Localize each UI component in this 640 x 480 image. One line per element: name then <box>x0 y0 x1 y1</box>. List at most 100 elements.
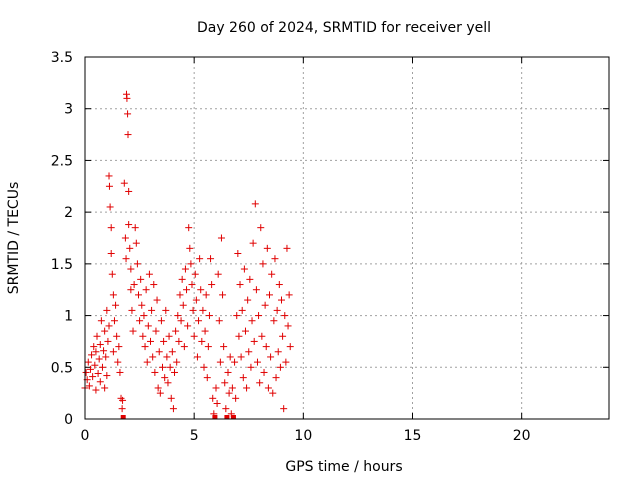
data-point <box>215 317 223 325</box>
data-point <box>130 281 138 289</box>
data-point <box>188 281 196 289</box>
data-point <box>259 260 267 268</box>
data-point <box>230 415 236 419</box>
data-point <box>149 353 157 361</box>
data-point <box>105 182 113 190</box>
data-point <box>271 255 279 263</box>
data-point <box>180 343 188 351</box>
data-point <box>168 348 176 356</box>
data-point <box>200 363 208 371</box>
data-point <box>108 270 116 278</box>
data-point <box>186 244 194 252</box>
data-point <box>107 250 115 258</box>
data-point <box>236 281 244 289</box>
data-point <box>140 312 148 320</box>
data-point <box>284 322 292 330</box>
data-point <box>92 348 100 356</box>
data-point <box>253 358 261 366</box>
data-point <box>234 250 242 258</box>
point-layer <box>81 90 294 419</box>
data-point <box>191 270 199 278</box>
data-point <box>109 348 117 356</box>
y-tick-label: 0 <box>64 412 73 428</box>
data-point <box>260 368 268 376</box>
data-point <box>82 368 90 376</box>
data-point <box>255 312 263 320</box>
data-point <box>273 306 281 314</box>
data-point <box>103 306 111 314</box>
data-point <box>240 265 248 273</box>
data-point <box>193 353 201 361</box>
data-point <box>256 379 264 387</box>
data-point <box>154 384 162 392</box>
data-point <box>159 363 167 371</box>
data-point <box>239 374 247 382</box>
data-point <box>147 337 154 345</box>
data-point <box>141 343 149 351</box>
data-point <box>95 355 103 363</box>
data-point <box>143 358 151 366</box>
data-point <box>90 343 98 351</box>
data-point <box>197 286 205 294</box>
data-point <box>119 396 127 404</box>
data-point <box>102 353 110 361</box>
data-point <box>122 255 130 263</box>
data-point <box>125 221 133 229</box>
data-point <box>84 358 92 366</box>
data-point <box>105 322 113 330</box>
data-point <box>220 343 228 351</box>
data-point <box>109 291 117 299</box>
data-point <box>174 312 182 320</box>
data-point <box>192 296 200 304</box>
data-point <box>165 332 173 340</box>
data-point <box>89 373 97 381</box>
data-point <box>184 322 192 330</box>
data-point <box>152 327 160 335</box>
data-point <box>228 384 236 392</box>
data-point <box>252 286 260 294</box>
data-point <box>262 343 270 351</box>
data-point <box>270 317 278 325</box>
data-point <box>167 394 175 402</box>
data-point <box>267 353 275 361</box>
data-point <box>264 384 272 392</box>
data-point <box>275 281 283 289</box>
x-tick-label: 10 <box>294 428 312 444</box>
data-point <box>203 374 211 382</box>
data-point <box>183 286 191 294</box>
data-point <box>113 332 121 340</box>
data-point <box>237 353 245 361</box>
data-point <box>222 405 230 413</box>
data-point <box>274 348 282 356</box>
data-point <box>123 94 131 102</box>
y-axis-label: SRMTID / TECUs <box>6 182 22 295</box>
data-point <box>214 270 222 278</box>
data-point <box>103 372 111 380</box>
data-point <box>281 312 289 320</box>
data-point <box>162 306 170 314</box>
data-point <box>88 351 96 359</box>
data-point <box>178 275 186 283</box>
data-point <box>268 270 276 278</box>
data-point <box>112 301 120 309</box>
data-point <box>177 317 185 325</box>
data-point <box>116 368 124 376</box>
data-point <box>283 244 291 252</box>
data-point <box>105 172 113 180</box>
data-point <box>247 363 255 371</box>
data-point <box>100 347 108 355</box>
data-point <box>133 260 141 268</box>
grid-layer <box>85 57 609 419</box>
data-point <box>86 365 94 373</box>
data-point <box>258 332 266 340</box>
data-point <box>272 374 280 382</box>
data-point <box>199 306 207 314</box>
data-point <box>131 224 139 232</box>
data-point <box>173 358 181 366</box>
data-point <box>171 368 179 376</box>
x-tick-label: 15 <box>404 428 422 444</box>
data-point <box>265 291 273 299</box>
data-point <box>261 301 269 309</box>
data-point <box>251 200 259 208</box>
data-point <box>156 389 164 397</box>
